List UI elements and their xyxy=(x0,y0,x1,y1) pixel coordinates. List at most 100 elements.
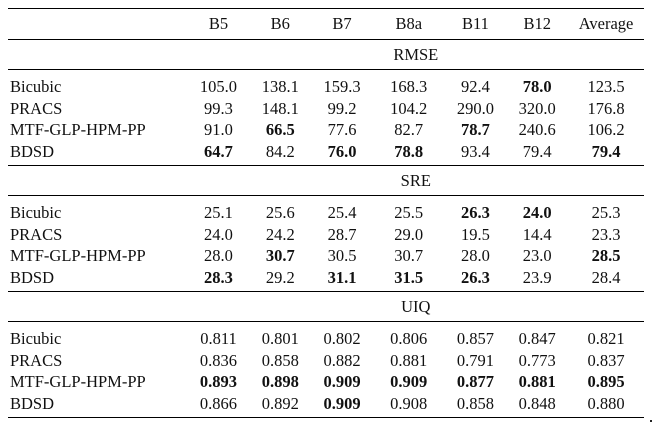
table-cell: 104.2 xyxy=(373,98,445,120)
cell-value: 0.791 xyxy=(456,350,495,370)
column-header-b12: B12 xyxy=(506,8,569,40)
best-value: 28.3 xyxy=(204,267,233,287)
results-table-container: B5 B6 B7 B8a B11 B12 Average RMSE Bicubi… xyxy=(8,8,644,418)
table-row: MTF-GLP-HPM-PP 28.0 30.7 30.5 30.7 28.0 23.0 28… xyxy=(8,245,644,267)
table-cell: 0.877 xyxy=(445,371,507,393)
table-cell: 0.821 xyxy=(568,322,644,350)
table-cell: 0.791 xyxy=(445,350,507,372)
best-value: 79.4 xyxy=(591,141,621,161)
table-cell: 26.3 xyxy=(445,196,507,224)
table-cell: 24.0 xyxy=(188,224,250,246)
table-cell: 30.7 xyxy=(373,245,445,267)
table-cell: 0.893 xyxy=(188,371,250,393)
table-cell: 82.7 xyxy=(373,119,445,141)
cell-value: 0.848 xyxy=(518,393,556,413)
table-row: PRACS 0.836 0.858 0.882 0.881 0.791 0.773 0.837 xyxy=(8,350,644,372)
cell-value: 0.858 xyxy=(456,393,495,413)
column-header-b5: B5 xyxy=(187,8,250,40)
table-cell: 25.1 xyxy=(188,196,250,224)
table-cell: 176.8 xyxy=(568,98,644,120)
table-cell: 0.880 xyxy=(568,392,644,418)
cell-value: 99.3 xyxy=(204,98,233,118)
cell-value: 148.1 xyxy=(261,98,299,118)
best-value: 30.7 xyxy=(265,246,295,265)
table-cell: 28.5 xyxy=(568,245,644,267)
row-label: Bicubic xyxy=(10,203,62,222)
table-cell: 28.0 xyxy=(188,245,250,267)
cell-value: 28.7 xyxy=(327,224,357,244)
cell-value: 0.773 xyxy=(518,350,556,370)
table-cell: 66.5 xyxy=(249,119,311,141)
table-cell: 79.4 xyxy=(568,141,644,166)
table-cell: 28.7 xyxy=(311,224,373,246)
table-cell: 0.866 xyxy=(187,392,250,418)
best-value: 0.909 xyxy=(390,372,428,391)
row-label: BDSD xyxy=(10,141,55,161)
table-cell: 64.7 xyxy=(188,141,250,166)
cell-value: 30.7 xyxy=(394,246,424,265)
table-cell: 23.9 xyxy=(506,267,568,292)
table-cell: 31.5 xyxy=(373,267,445,292)
table-row: MTF-GLP-HPM-PP 0.893 0.898 0.909 0.909 0.877 0… xyxy=(8,371,644,393)
row-label: PRACS xyxy=(10,98,63,118)
column-header-b6: B6 xyxy=(249,8,312,40)
cell-value: 25.1 xyxy=(204,203,233,222)
table-cell: 0.801 xyxy=(249,322,311,350)
table-cell: 0.898 xyxy=(249,371,311,393)
cell-value: 24.2 xyxy=(265,224,295,244)
cell-value: 105.0 xyxy=(199,77,238,96)
cell-value: 29.0 xyxy=(394,224,424,244)
cell-value: 0.866 xyxy=(199,393,238,413)
table-row: BDSD 0.866 0.892 0.909 0.908 0.858 0.848 0.880 xyxy=(8,392,644,418)
table-row: BDSD 64.7 84.2 76.0 78.8 93.4 79.4 79.4 xyxy=(8,141,644,166)
row-label: Bicubic xyxy=(10,77,62,96)
table-cell: 23.3 xyxy=(568,224,644,246)
table-cell: 91.0 xyxy=(188,119,250,141)
cell-value: 19.5 xyxy=(461,224,490,244)
table-cell: 0.806 xyxy=(373,322,445,350)
table-cell: 320.0 xyxy=(506,98,568,120)
table-cell: 0.848 xyxy=(506,392,569,418)
cell-value: 320.0 xyxy=(518,98,556,118)
cell-value: 0.821 xyxy=(587,329,625,348)
cell-value: 28.4 xyxy=(591,267,621,287)
table-cell: 77.6 xyxy=(311,119,373,141)
table-cell: 78.7 xyxy=(445,119,507,141)
section-header-row: UIQ xyxy=(8,291,644,322)
table-cell: 0.892 xyxy=(249,392,312,418)
table-cell: 0.811 xyxy=(188,322,250,350)
table-cell: 99.2 xyxy=(311,98,373,120)
table-cell: 26.3 xyxy=(445,267,507,292)
cell-value: 99.2 xyxy=(327,98,357,118)
cell-value: 0.806 xyxy=(390,329,428,348)
table-cell: 0.837 xyxy=(568,350,644,372)
table-cell: 25.3 xyxy=(568,196,644,224)
column-header-b8a: B8a xyxy=(372,8,445,40)
cell-value: 0.880 xyxy=(587,393,625,413)
table-cell: 29.2 xyxy=(249,267,311,292)
best-value: 78.0 xyxy=(522,77,552,96)
best-value: 64.7 xyxy=(204,141,233,161)
table-cell: 0.909 xyxy=(311,392,373,418)
best-value: 0.881 xyxy=(518,372,556,391)
cell-value: 28.0 xyxy=(204,246,233,265)
best-value: 26.3 xyxy=(461,203,490,222)
table-cell: 0.909 xyxy=(373,371,445,393)
cell-value: 29.2 xyxy=(265,267,295,287)
cell-value: 0.881 xyxy=(390,350,428,370)
table-cell: 159.3 xyxy=(311,70,373,98)
table-cell: 138.1 xyxy=(249,70,311,98)
trailing-mark xyxy=(650,420,652,422)
row-label: BDSD xyxy=(8,392,188,418)
table-cell: 30.5 xyxy=(311,245,373,267)
table-cell: 29.0 xyxy=(373,224,445,246)
table-cell: 78.0 xyxy=(506,70,568,98)
table-cell: 148.1 xyxy=(249,98,311,120)
best-value: 24.0 xyxy=(522,203,552,222)
row-label: Bicubic xyxy=(10,329,62,348)
cell-value: 25.3 xyxy=(591,203,621,222)
row-label: BDSD xyxy=(10,267,55,287)
table-cell: 14.4 xyxy=(506,224,568,246)
best-value: 0.909 xyxy=(323,393,361,413)
table-cell: 92.4 xyxy=(445,70,507,98)
